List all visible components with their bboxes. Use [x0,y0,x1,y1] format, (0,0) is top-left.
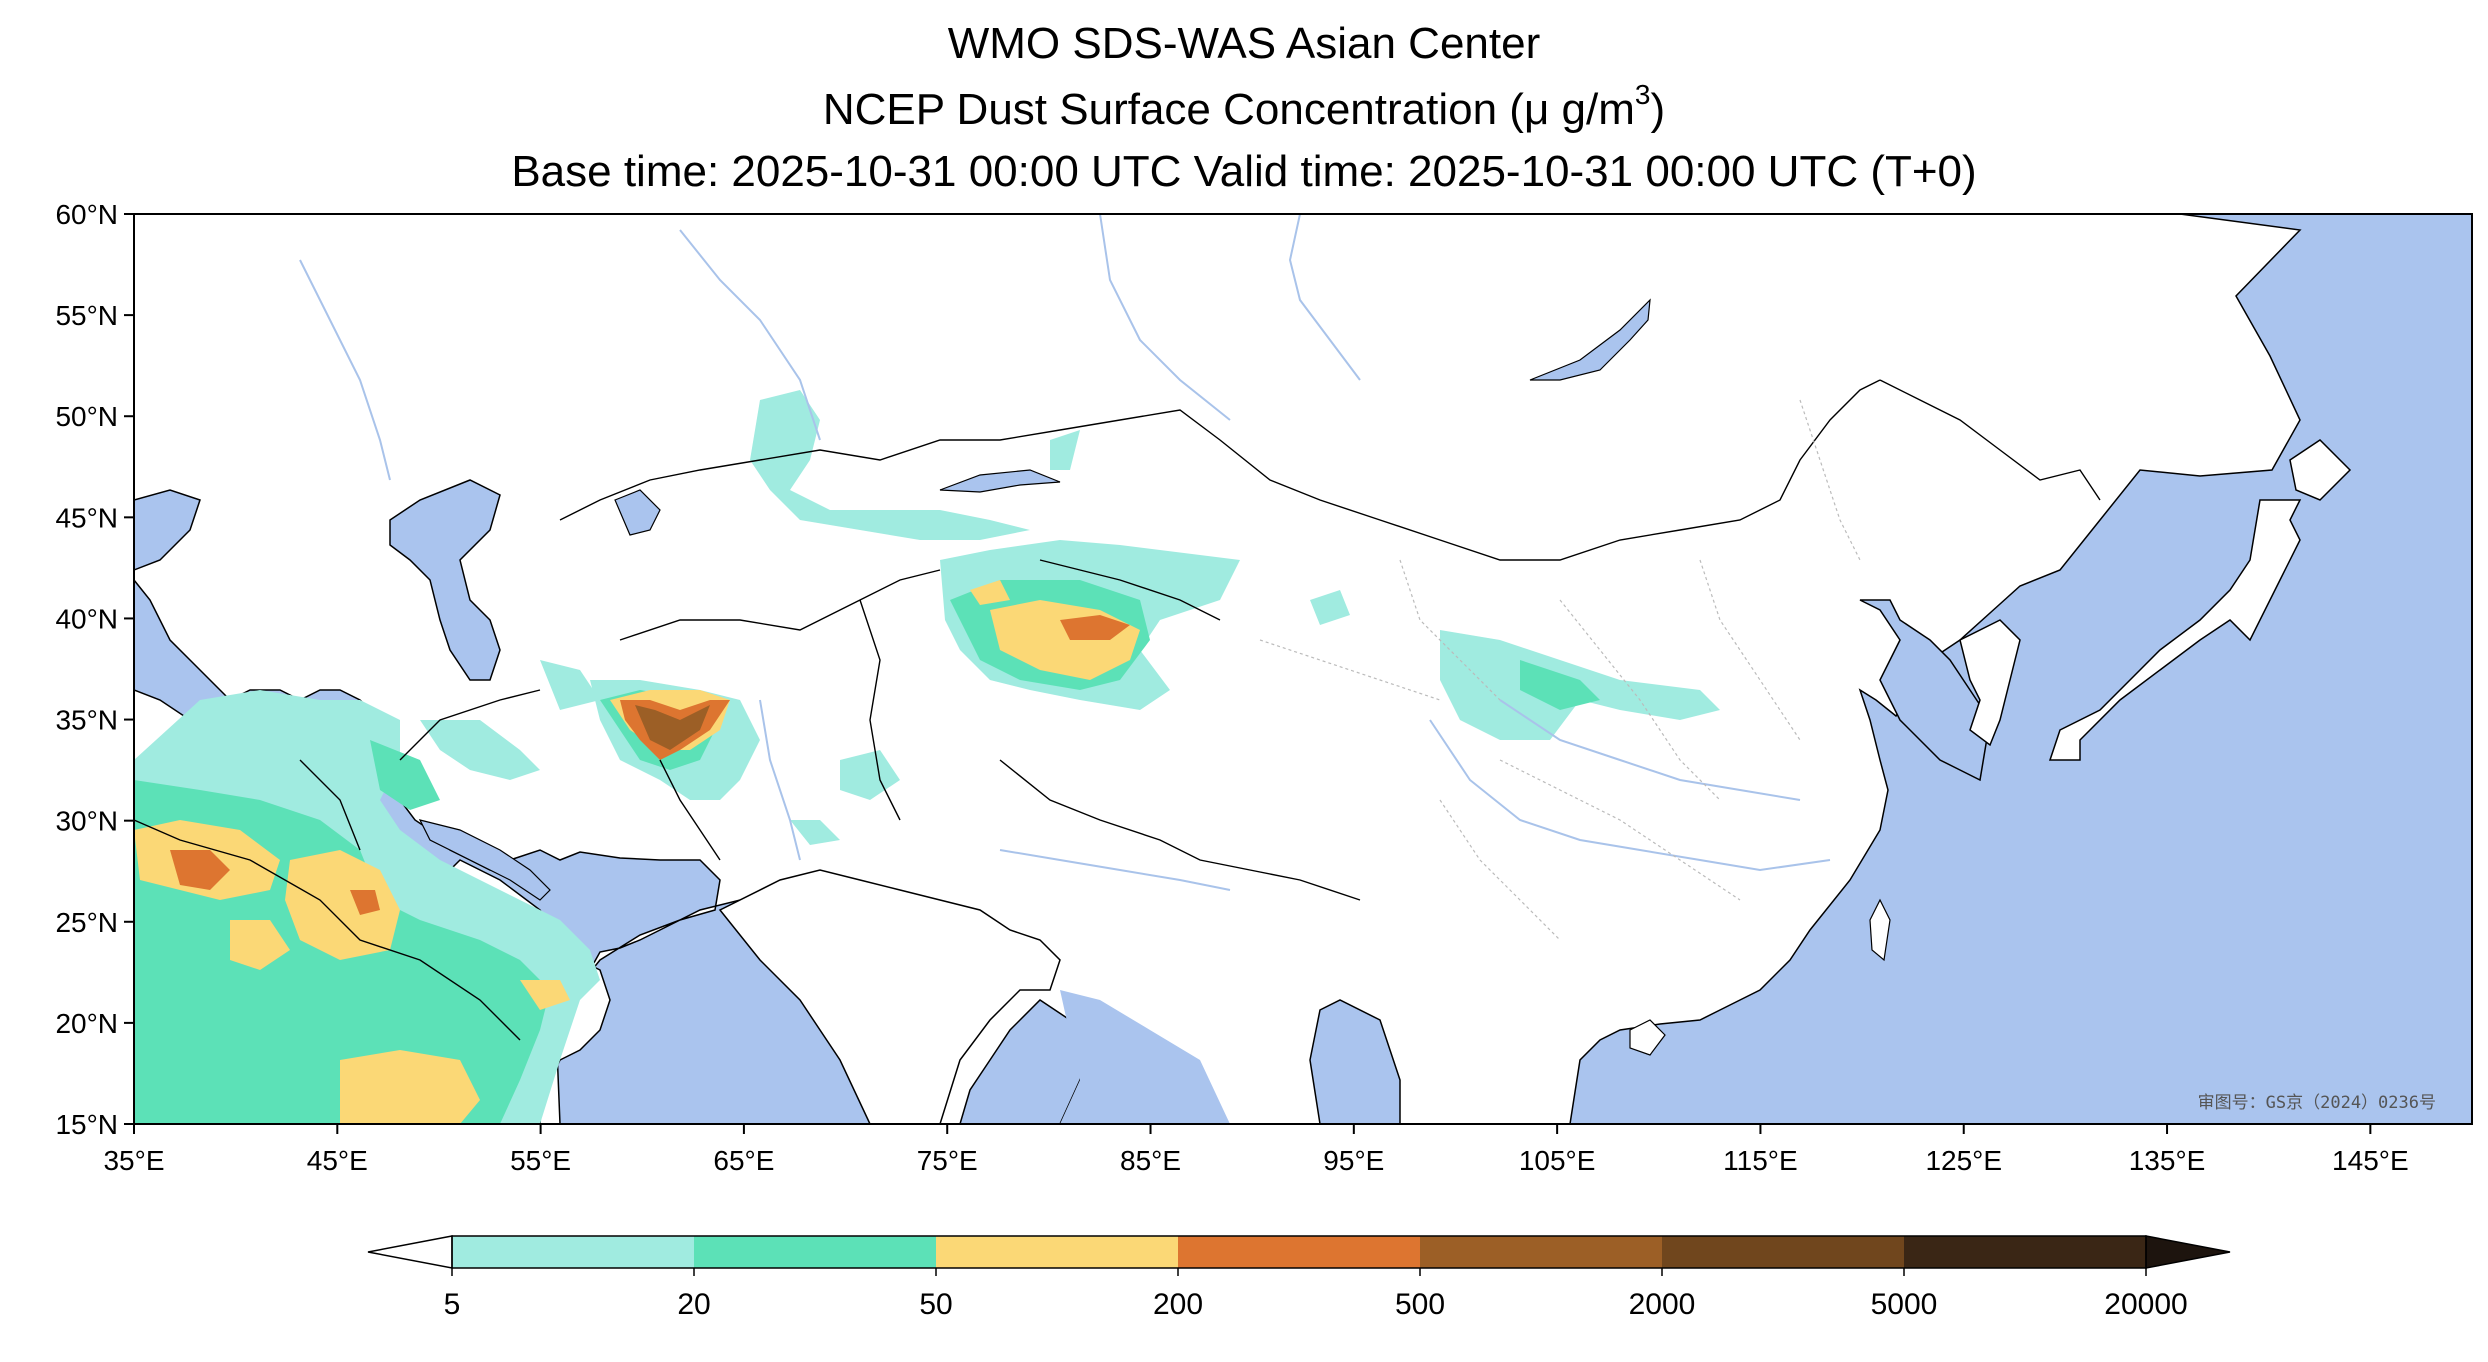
lon-tick-label: 145°E [2332,1145,2409,1176]
colorbar-label: 20000 [2104,1288,2187,1321]
lon-tick-label: 45°E [307,1145,368,1176]
title-suffix: ) [1650,85,1666,134]
lat-tick-label: 40°N [55,603,118,634]
lon-tick-label: 65°E [713,1145,774,1176]
colorbar-segment [1904,1236,2147,1268]
lon-tick-label: 115°E [1723,1145,1798,1176]
title-line-2: NCEP Dust Surface Concentration (μ g/m3) [0,81,2488,136]
colorbar-label: 5000 [1871,1288,1938,1321]
colorbar-label: 2000 [1629,1288,1696,1321]
province-borders [1259,399,1861,941]
colorbar-label: 5 [444,1288,461,1321]
lake-balkhash [939,469,1061,493]
colorbar-under-arrow [367,1235,453,1269]
lat-tick-label: 50°N [55,401,118,432]
colorbar-segment [694,1236,937,1268]
lat-tick-label: 30°N [55,806,118,837]
rivers [299,214,1831,891]
aral-sea [614,489,661,536]
colorbar-label: 200 [1153,1288,1203,1321]
lon-tick-label: 55°E [510,1145,571,1176]
latitude-ticks: 60°N 55°N 50°N 45°N 40°N 35°N 30°N 25°N 20°N 15°N [55,199,134,1140]
persian-gulf [418,819,551,901]
title-prefix: NCEP Dust Surface Concentration ( [822,85,1524,134]
lon-tick-label: 75°E [917,1145,978,1176]
land-taiwan [1869,898,1891,962]
lon-tick-label: 35°E [103,1145,164,1176]
lon-tick-label: 105°E [1519,1145,1596,1176]
lon-tick-label: 125°E [1925,1145,2002,1176]
lat-tick-label: 35°N [55,705,118,736]
lat-tick-label: 45°N [55,502,118,533]
lat-tick-label: 25°N [55,907,118,938]
title-unit-exponent: 3 [1634,79,1651,111]
map-area [134,214,2472,1124]
colorbar-label: 20 [677,1288,710,1321]
yellow-sea [1859,599,1991,782]
land-hainan [1629,1019,1666,1056]
approval-text: 审图号：GS京（2024）0236号 [2198,1093,2436,1113]
lat-tick-label: 55°N [55,300,118,331]
land-hokkaido [2289,439,2352,501]
colorbar-label: 50 [919,1288,952,1321]
land-india [718,869,1061,1124]
bay-of-bengal [1060,990,1230,1124]
caspian-sea [389,479,501,681]
country-borders [134,379,2101,1041]
longitude-ticks: 35°E 45°E 55°E 65°E 75°E 85°E 95°E 105°E 115°E 12… [103,1124,2409,1176]
lon-tick-label: 85°E [1120,1145,1181,1176]
dust-level-500 [635,705,710,750]
colorbar-frame [451,1235,2147,1269]
colorbar-segment [1178,1236,1421,1268]
title-unit: μ g/m [1523,85,1635,134]
lon-tick-label: 135°E [2129,1145,2206,1176]
title-line-1: WMO SDS-WAS Asian Center [947,19,1541,68]
lake-baikal [1529,298,1651,381]
lat-tick-label: 20°N [55,1008,118,1039]
colorbar-over-arrow [2145,1235,2231,1269]
title-line-3: Base time: 2025-10-31 00:00 UTC Valid ti… [511,147,1977,196]
lat-tick-label: 15°N [55,1109,118,1140]
colorbar-segment [1420,1236,1663,1268]
colorbar-segment [1662,1236,1905,1268]
lat-tick-label: 60°N [55,199,118,230]
colorbar: 5 20 50 200 500 2000 5000 20000 [367,1235,2231,1321]
colorbar-segment [452,1236,695,1268]
land-korea [1959,619,2021,747]
lon-tick-label: 95°E [1323,1145,1384,1176]
colorbar-segment [936,1236,1179,1268]
map-frame [133,213,2473,1125]
black-sea [134,489,201,571]
colorbar-label: 500 [1395,1288,1445,1321]
land-japan [2048,499,2302,761]
